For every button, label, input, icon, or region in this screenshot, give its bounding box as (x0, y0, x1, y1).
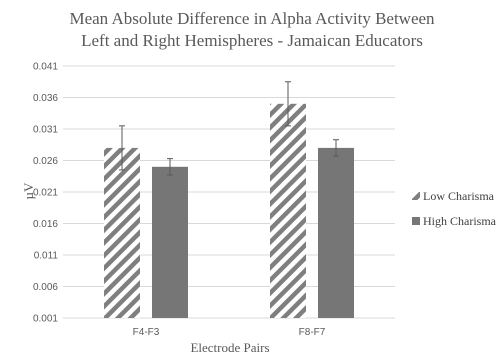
legend-swatch (412, 192, 420, 200)
legend-item: High Charisma (412, 214, 497, 228)
y-tick-label: 0.001 (33, 314, 58, 325)
error-bar (119, 125, 125, 171)
bar-low-charisma (104, 147, 140, 318)
legend-label: Low Charisma (423, 189, 495, 203)
y-tick-label: 0.016 (33, 219, 58, 230)
chart-title-line-2: Left and Right Hemispheres - Jamaican Ed… (81, 31, 423, 50)
legend-swatch (412, 217, 420, 225)
x-category-label: F4-F3 (133, 327, 160, 338)
bars (104, 103, 354, 318)
y-tick-label: 0.021 (33, 188, 58, 199)
x-category-label: F8-F7 (299, 327, 326, 338)
y-tick-label: 0.036 (33, 93, 58, 104)
error-bars (119, 81, 339, 176)
y-tick-label: 0.006 (33, 282, 58, 293)
chart-title-line-1: Mean Absolute Difference in Alpha Activi… (69, 9, 435, 28)
bar-low-charisma (270, 103, 306, 318)
x-axis-categories: F4-F3 F8-F7 (133, 327, 326, 338)
legend: Low Charisma High Charisma (412, 189, 497, 228)
y-axis-title: µV (21, 182, 36, 199)
y-tick-label: 0.026 (33, 156, 58, 167)
bar-high-charisma (152, 166, 188, 318)
error-bar (285, 81, 291, 127)
y-tick-label: 0.031 (33, 125, 58, 136)
y-tick-label: 0.011 (34, 251, 59, 262)
y-tick-label: 0.041 (33, 62, 58, 73)
legend-label: High Charisma (423, 214, 497, 228)
bar-high-charisma (318, 147, 354, 318)
error-bar (333, 139, 339, 157)
x-axis-title: Electrode Pairs (190, 340, 269, 355)
error-bar (167, 158, 173, 176)
y-axis-ticks: 0.041 0.036 0.031 0.026 0.021 0.016 0.011 0.006… (33, 62, 58, 325)
legend-item: Low Charisma (412, 189, 495, 203)
